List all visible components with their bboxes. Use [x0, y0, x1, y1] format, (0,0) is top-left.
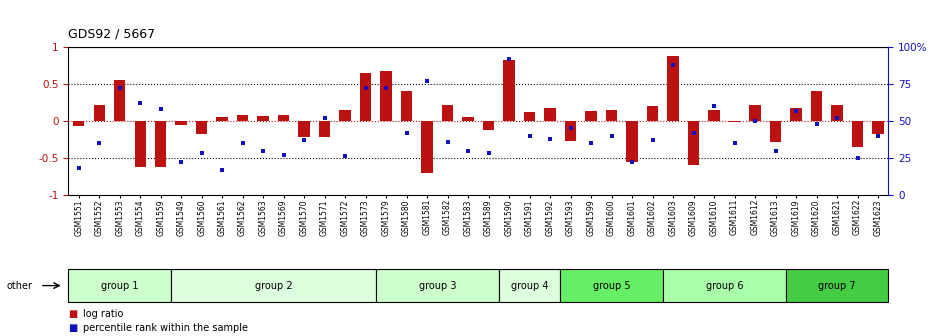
Bar: [237, 115, 248, 121]
Bar: [709, 110, 720, 121]
Bar: [114, 80, 125, 121]
Bar: [811, 91, 822, 121]
Bar: [688, 121, 699, 165]
Text: log ratio: log ratio: [83, 309, 123, 319]
Bar: [68, 269, 171, 302]
Bar: [442, 105, 453, 121]
Text: group 7: group 7: [818, 281, 856, 291]
Bar: [663, 269, 786, 302]
Bar: [504, 60, 515, 121]
Bar: [544, 109, 556, 121]
Bar: [401, 91, 412, 121]
Bar: [647, 106, 658, 121]
Bar: [319, 121, 331, 137]
Text: group 6: group 6: [706, 281, 743, 291]
Bar: [483, 121, 494, 130]
Bar: [380, 72, 391, 121]
Bar: [606, 110, 618, 121]
Bar: [786, 269, 888, 302]
Text: other: other: [7, 281, 32, 291]
Text: group 2: group 2: [255, 281, 293, 291]
Bar: [463, 117, 474, 121]
Bar: [499, 269, 560, 302]
Bar: [626, 121, 637, 162]
Bar: [93, 105, 104, 121]
Text: group 4: group 4: [511, 281, 548, 291]
Bar: [422, 121, 432, 173]
Bar: [524, 112, 535, 121]
Bar: [171, 269, 376, 302]
Bar: [831, 105, 843, 121]
Bar: [852, 121, 864, 147]
Bar: [750, 105, 761, 121]
Bar: [560, 269, 663, 302]
Text: ■: ■: [68, 309, 78, 319]
Bar: [339, 110, 351, 121]
Text: GDS92 / 5667: GDS92 / 5667: [68, 27, 156, 40]
Bar: [376, 269, 499, 302]
Text: group 1: group 1: [101, 281, 139, 291]
Bar: [176, 121, 187, 125]
Bar: [73, 121, 85, 126]
Bar: [565, 121, 577, 141]
Bar: [257, 116, 269, 121]
Bar: [360, 73, 371, 121]
Text: percentile rank within the sample: percentile rank within the sample: [83, 323, 248, 333]
Bar: [790, 108, 802, 121]
Bar: [585, 111, 597, 121]
Bar: [196, 121, 207, 134]
Bar: [135, 121, 145, 167]
Bar: [278, 115, 289, 121]
Text: group 3: group 3: [419, 281, 456, 291]
Bar: [770, 121, 781, 142]
Bar: [729, 121, 740, 122]
Text: group 5: group 5: [593, 281, 631, 291]
Bar: [217, 117, 228, 121]
Text: ■: ■: [68, 323, 78, 333]
Bar: [298, 121, 310, 137]
Bar: [668, 56, 678, 121]
Bar: [872, 121, 884, 134]
Bar: [155, 121, 166, 167]
